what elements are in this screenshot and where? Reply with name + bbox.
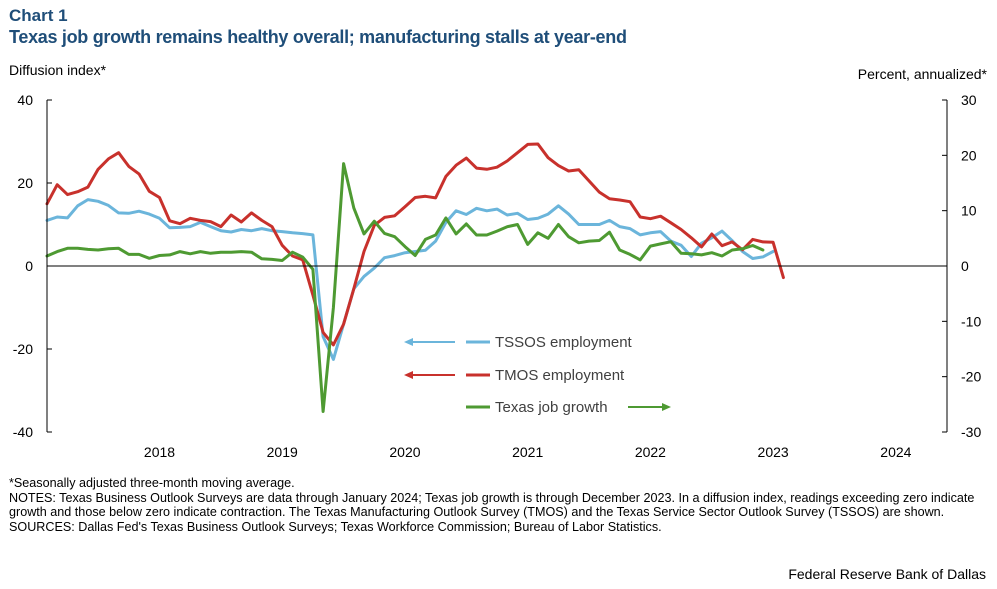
legend-label-tmos: TMOS employment xyxy=(495,367,625,384)
legend-label-job_growth: Texas job growth xyxy=(495,399,608,416)
series-line-job_growth xyxy=(45,162,765,413)
right-axis-title: Percent, annualized* xyxy=(857,66,987,82)
left-tick-label: 0 xyxy=(25,258,33,274)
footnote-sources: SOURCES: Dallas Fed's Texas Business Out… xyxy=(9,519,662,534)
left-axis-title: Diffusion index* xyxy=(9,62,107,78)
source-credit: Federal Reserve Bank of Dallas xyxy=(788,566,986,582)
legend-item-tssos: TSSOS employment xyxy=(404,334,633,351)
right-tick-label: -10 xyxy=(961,313,981,329)
left-tick-label: 20 xyxy=(17,175,33,191)
footnotes: *Seasonally adjusted three-month moving … xyxy=(9,476,989,534)
x-tick-label: 2022 xyxy=(635,444,666,460)
legend-arrowhead-tmos xyxy=(404,371,413,379)
right-tick-label: 0 xyxy=(961,258,969,274)
right-tick-label: -30 xyxy=(961,424,981,440)
legend: TSSOS employment TMOS employment Texas job… xyxy=(404,334,671,416)
left-tick-label: 40 xyxy=(17,92,33,108)
legend-item-job_growth: Texas job growth xyxy=(466,399,671,416)
x-tick-label: 2018 xyxy=(144,444,175,460)
series-line-tssos xyxy=(45,198,775,361)
footnote-asterisk: *Seasonally adjusted three-month moving … xyxy=(9,476,295,490)
left-tick-label: -40 xyxy=(13,424,33,440)
legend-arrowhead-job_growth xyxy=(662,403,671,411)
left-tick-label: -20 xyxy=(13,341,33,357)
chart-plot: 40 20 0 -20 -40 30 20 10 0 -10 -20 -30 2018 2019 2020 2… xyxy=(13,92,982,460)
footnote-notes: NOTES: Texas Business Outlook Surveys ar… xyxy=(9,490,975,520)
right-tick-label: 20 xyxy=(961,147,977,163)
chart-title: Texas job growth remains healthy overall… xyxy=(9,27,627,47)
x-tick-label: 2020 xyxy=(389,444,420,460)
series-lines xyxy=(45,142,785,413)
x-tick-label: 2019 xyxy=(267,444,298,460)
right-tick-label: 30 xyxy=(961,92,977,108)
axes: 40 20 0 -20 -40 30 20 10 0 -10 -20 -30 2018 2019 2020 2… xyxy=(13,92,982,460)
right-tick-label: 10 xyxy=(961,203,977,219)
legend-item-tmos: TMOS employment xyxy=(404,367,625,384)
chart-label: Chart 1 xyxy=(9,6,68,25)
right-tick-label: -20 xyxy=(961,369,981,385)
x-tick-label: 2023 xyxy=(758,444,789,460)
x-tick-label: 2024 xyxy=(880,444,911,460)
legend-label-tssos: TSSOS employment xyxy=(495,334,633,351)
x-tick-label: 2021 xyxy=(512,444,543,460)
series-line-tmos xyxy=(45,142,785,347)
legend-arrowhead-tssos xyxy=(404,338,413,346)
